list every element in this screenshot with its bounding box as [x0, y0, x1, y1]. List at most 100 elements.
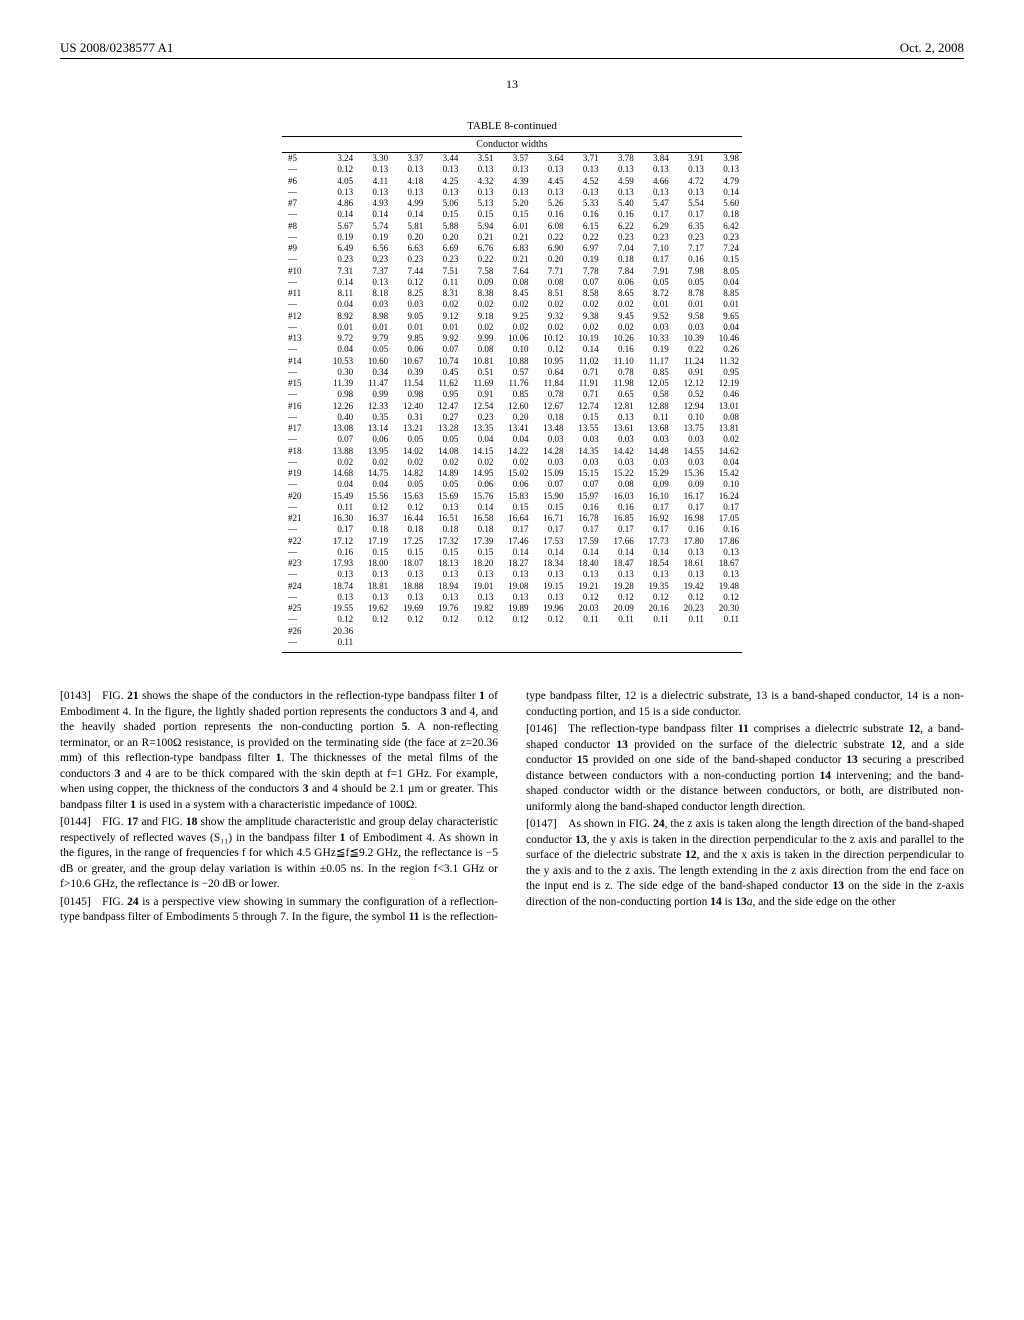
table-cell: 0.13: [707, 569, 742, 580]
table-cell: 0.85: [496, 389, 531, 400]
table-cell: 0.13: [672, 187, 707, 198]
table-cell: 9.65: [707, 311, 742, 322]
table-cell: 0.27: [426, 412, 461, 423]
table-cell: 0.13: [496, 187, 531, 198]
table-cell: 0.03: [672, 457, 707, 468]
table-cell: 4.39: [496, 176, 531, 187]
table-cell: 4.59: [602, 176, 637, 187]
table-cell: 14.15: [461, 446, 496, 457]
table-cell: 15.22: [602, 468, 637, 479]
row-label: #9: [282, 243, 321, 254]
table-row: #128.928.989.059.129.189.259.329.389.459…: [282, 311, 742, 322]
table-cell: 19.01: [461, 581, 496, 592]
table-cell: 0.02: [426, 457, 461, 468]
table-cell: 0.13: [321, 592, 356, 603]
table-cell: 0.15: [426, 209, 461, 220]
table-cell: 0.13: [567, 569, 602, 580]
table-cell: 0.02: [602, 299, 637, 310]
table-cell: 12.26: [321, 401, 356, 412]
table-cell: 0.12: [531, 344, 566, 355]
table-cell: 19.96: [531, 603, 566, 614]
table-cell: 0.71: [567, 389, 602, 400]
table-cell: 0.22: [531, 232, 566, 243]
table-cell: 15.36: [672, 468, 707, 479]
table-cell: 15.42: [707, 468, 742, 479]
table-cell: [707, 626, 742, 637]
table-cell: 0.15: [531, 502, 566, 513]
table-row: #64.054.114.184.254.324.394.454.524.594.…: [282, 176, 742, 187]
table-cell: 0.14: [496, 547, 531, 558]
table-cell: 9.12: [426, 311, 461, 322]
table-cell: 6.15: [567, 221, 602, 232]
table-cell: 10.06: [496, 333, 531, 344]
table-row: —0.130.130.130.130.130.130.130.130.130.1…: [282, 569, 742, 580]
table-cell: 0.06: [496, 479, 531, 490]
paragraph: [0144] FIG. 17 and FIG. 18 show the ampl…: [60, 815, 498, 893]
table-cell: 0.12: [496, 614, 531, 625]
table-cell: 15.09: [531, 468, 566, 479]
table-cell: 0.02: [461, 322, 496, 333]
table-cell: 0.20: [391, 232, 426, 243]
table-cell: 0.13: [426, 569, 461, 580]
table-cell: 0.13: [356, 569, 391, 580]
table-cell: 4.93: [356, 198, 391, 209]
table-cell: 4.18: [391, 176, 426, 187]
table-cell: 8.38: [461, 288, 496, 299]
table-cell: 14.89: [426, 468, 461, 479]
table-cell: 0.13: [426, 502, 461, 513]
table-cell: 0.13: [356, 187, 391, 198]
table-cell: 9.79: [356, 333, 391, 344]
row-label: #16: [282, 401, 321, 412]
table-row: #1511.3911.4711.5411.6211.6911.7611.8411…: [282, 378, 742, 389]
table-cell: 0.22: [567, 232, 602, 243]
row-label: —: [282, 592, 321, 603]
table-cell: 10.81: [461, 356, 496, 367]
table-cell: 0.03: [672, 322, 707, 333]
row-label: —: [282, 457, 321, 468]
table-cell: [707, 637, 742, 648]
table-cell: 0.13: [321, 187, 356, 198]
table-cell: 19.69: [391, 603, 426, 614]
table-cell: 12.74: [567, 401, 602, 412]
table-cell: 17.80: [672, 536, 707, 547]
table-row: —0.160.150.150.150.150.140.140.140.140.1…: [282, 547, 742, 558]
table-cell: 0.21: [496, 232, 531, 243]
table-cell: 0.15: [707, 254, 742, 265]
table-cell: 17.19: [356, 536, 391, 547]
table-cell: [567, 637, 602, 648]
table-cell: 11.32: [707, 356, 742, 367]
table-cell: 15.83: [496, 491, 531, 502]
table-cell: 0.64: [531, 367, 566, 378]
table-row: #2620.36: [282, 626, 742, 637]
table-cell: 0.12: [321, 614, 356, 625]
table-cell: 6.97: [567, 243, 602, 254]
table-cell: 6.83: [496, 243, 531, 254]
table-cell: 0.14: [602, 547, 637, 558]
table-cell: 7.44: [391, 266, 426, 277]
table-row: —0.010.010.010.010.020.020.020.020.020.0…: [282, 322, 742, 333]
table-cell: 16.71: [531, 513, 566, 524]
table-cell: 0.02: [426, 299, 461, 310]
table-cell: [426, 626, 461, 637]
table-cell: 0.04: [356, 479, 391, 490]
table-cell: 16.30: [321, 513, 356, 524]
table-cell: 12.81: [602, 401, 637, 412]
table-cell: 0.03: [356, 299, 391, 310]
table-cell: 16.17: [672, 491, 707, 502]
table-cell: 15.29: [637, 468, 672, 479]
table-cell: 16.85: [602, 513, 637, 524]
table-cell: 0.09: [672, 479, 707, 490]
table-cell: [391, 637, 426, 648]
table-cell: [496, 626, 531, 637]
table-cell: 0.07: [531, 479, 566, 490]
table-cell: 0.13: [531, 592, 566, 603]
table-cell: [637, 626, 672, 637]
table-cell: 0.05: [426, 434, 461, 445]
table-cell: 10.19: [567, 333, 602, 344]
table-cell: 4.79: [707, 176, 742, 187]
table-cell: 0.13: [602, 569, 637, 580]
table-cell: 15.15: [567, 468, 602, 479]
table-cell: 0.04: [707, 322, 742, 333]
table-cell: 4.72: [672, 176, 707, 187]
table-cell: 17.59: [567, 536, 602, 547]
